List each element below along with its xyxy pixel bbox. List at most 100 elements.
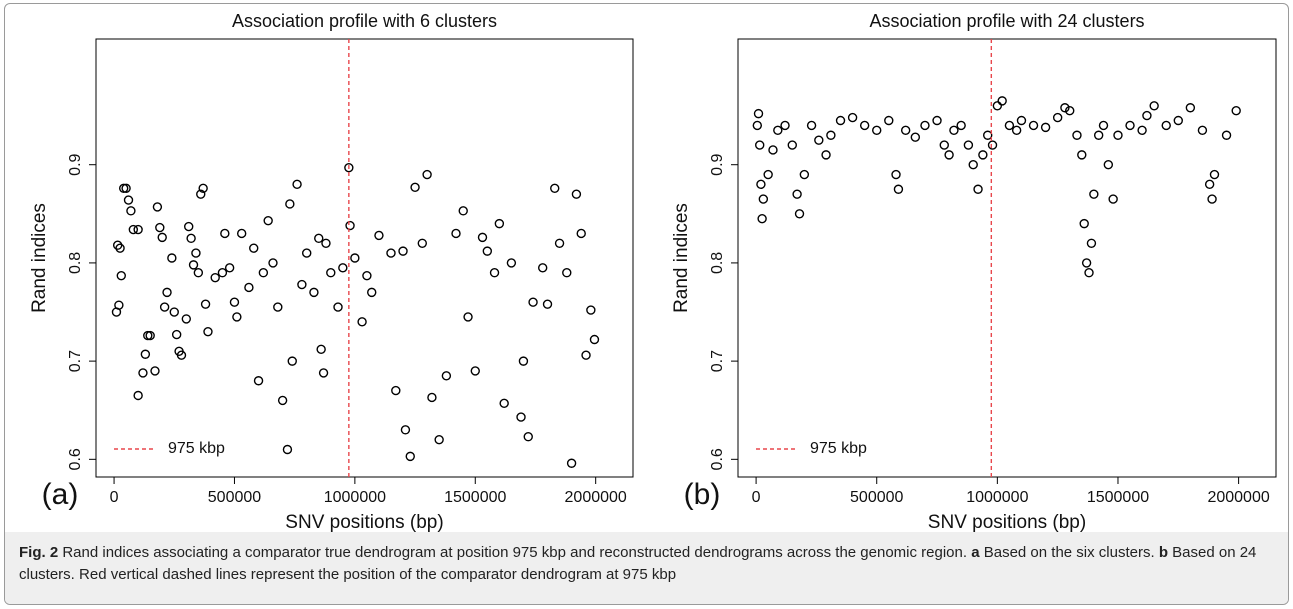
point (236, 228, 247, 239)
legend-label: 975 kbp (810, 440, 867, 457)
point (176, 350, 187, 360)
point (116, 270, 126, 281)
point (386, 248, 396, 258)
chart: Association profile with 6 clusters SNV p… (29, 11, 1277, 532)
point (821, 150, 831, 160)
point (489, 268, 500, 278)
point (1161, 120, 1171, 131)
point (405, 451, 415, 462)
point (910, 132, 921, 142)
chart-title: Association profile with 24 clusters (869, 11, 1144, 31)
point (787, 140, 797, 150)
point (523, 432, 533, 442)
point (755, 140, 765, 150)
point (133, 224, 143, 235)
point (422, 169, 432, 180)
point (374, 230, 384, 241)
point (193, 268, 204, 278)
point (847, 112, 858, 123)
point (1060, 103, 1070, 113)
y-tick-label: 0.9 (67, 153, 84, 175)
point (576, 228, 586, 239)
point (333, 302, 343, 312)
point (891, 169, 901, 180)
point (167, 253, 177, 263)
point (1149, 101, 1159, 111)
point (1113, 130, 1123, 140)
point (963, 140, 974, 150)
point (210, 272, 220, 283)
point (191, 248, 201, 258)
point (326, 268, 336, 278)
point (232, 312, 242, 322)
point (1204, 179, 1215, 190)
point (285, 199, 295, 209)
x-tick-label: 500000 (208, 489, 261, 506)
point (814, 135, 824, 145)
y-axis-label: Rand indices (29, 203, 50, 313)
point (806, 120, 817, 131)
point (362, 270, 372, 281)
panel-label: (a) (42, 478, 79, 511)
point (944, 150, 954, 160)
point (217, 268, 228, 278)
x-tick-label: 1000000 (324, 489, 386, 506)
point (499, 398, 509, 409)
point (506, 258, 517, 268)
point (1197, 125, 1208, 136)
point (186, 233, 196, 244)
point (309, 287, 319, 298)
caption-text: Rand indices associating a comparator tr… (62, 544, 968, 561)
caption-b: b (1158, 544, 1168, 561)
point (1207, 194, 1217, 204)
point (1040, 122, 1051, 133)
point (756, 179, 766, 190)
point (982, 130, 993, 140)
point (196, 189, 206, 199)
point (562, 268, 572, 278)
point (571, 189, 582, 199)
point (302, 248, 312, 258)
point (367, 287, 377, 298)
point (586, 305, 596, 315)
point (427, 392, 437, 403)
point (123, 195, 134, 205)
point (249, 243, 259, 253)
point (157, 232, 167, 243)
x-tick-label: 0 (752, 489, 761, 506)
point (494, 218, 505, 229)
point (1185, 103, 1196, 113)
point (753, 108, 764, 119)
point (835, 115, 846, 126)
point (516, 412, 526, 422)
point (169, 307, 179, 317)
point (1077, 150, 1087, 160)
point (338, 263, 348, 273)
point (554, 238, 565, 248)
y-tick-label: 0.7 (67, 350, 84, 372)
point (872, 125, 882, 136)
point (900, 125, 911, 136)
point (138, 368, 148, 378)
point (1103, 160, 1114, 170)
point (566, 458, 577, 468)
point (171, 329, 182, 340)
point (184, 221, 194, 232)
point (198, 183, 208, 193)
point (1052, 112, 1063, 123)
point (1004, 120, 1015, 131)
point (1125, 120, 1135, 131)
x-tick-label: 2000000 (565, 489, 627, 506)
point (826, 130, 836, 140)
point (152, 202, 163, 212)
point (400, 425, 411, 435)
point (893, 184, 904, 194)
x-axis-label: SNV positions (bp) (285, 512, 443, 532)
point (318, 368, 329, 378)
point (1065, 105, 1075, 116)
point (1108, 194, 1118, 204)
point (1173, 115, 1183, 126)
point (1098, 120, 1109, 131)
point (463, 312, 473, 322)
point (1084, 268, 1094, 278)
